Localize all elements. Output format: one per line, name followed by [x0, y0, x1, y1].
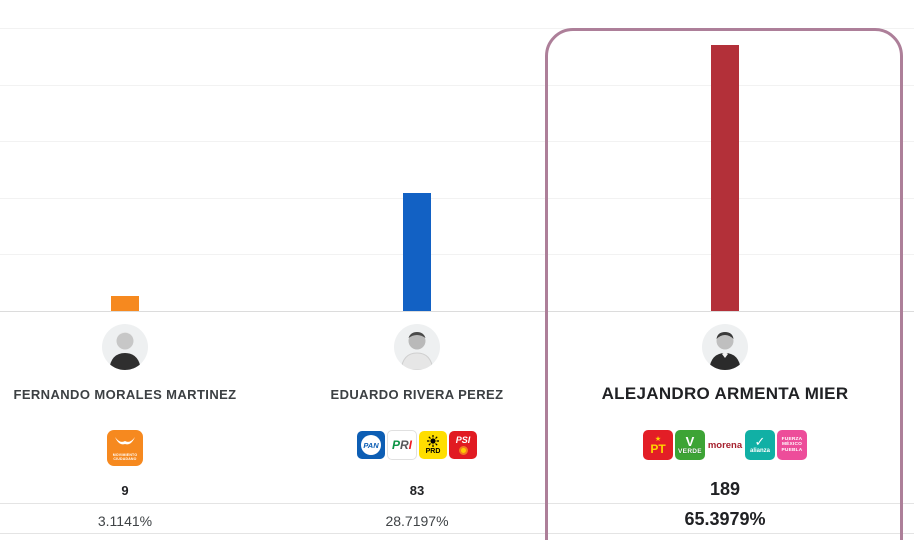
vote-percentage: 65.3979% — [684, 509, 766, 529]
psi-logo: PSI — [449, 431, 477, 459]
candidate-name: EDUARDO RIVERA PEREZ — [330, 387, 504, 402]
bottom-divider — [0, 533, 914, 534]
party-label: PAN — [363, 440, 379, 450]
vote-percentage: 28.7197% — [385, 513, 449, 529]
bird-icon: V — [685, 433, 695, 449]
vote-bar — [403, 193, 431, 311]
vote-count: 9 — [121, 483, 129, 498]
party-label: MÉXICO — [781, 442, 803, 448]
nueva-alianza-logo: ✓ alianza — [745, 430, 775, 460]
swirl-icon — [458, 446, 468, 455]
party-label: CIUDADANO — [113, 457, 137, 461]
pan-logo: PAN — [357, 431, 385, 459]
candidate-photo — [394, 324, 440, 370]
pri-logo: P R I — [387, 430, 417, 460]
vote-percentage: 3.1141% — [97, 513, 153, 529]
vote-bar — [111, 296, 139, 311]
candidate-name: FERNANDO MORALES MARTINEZ — [13, 387, 237, 402]
party-label: PSI — [455, 435, 471, 445]
party-logos: ★ PT V VERDE morena ✓ alianza FUERZA MÉX… — [643, 430, 807, 460]
gridline — [0, 85, 914, 86]
candidate-column-alejandro-armenta[interactable]: ALEJANDRO ARMENTA MIER ★ PT V VERDE more… — [547, 0, 903, 540]
party-label: R — [400, 438, 409, 452]
sun-icon — [427, 434, 439, 448]
party-label: alianza — [749, 447, 770, 454]
verde-logo: V VERDE — [675, 430, 705, 460]
pt-logo: ★ PT — [643, 430, 673, 460]
gridline — [0, 141, 914, 142]
party-label: PUEBLA — [781, 447, 803, 453]
party-logos: MOVIMIENTO CIUDADANO — [107, 430, 143, 466]
x-axis-baseline — [0, 311, 914, 312]
candidate-photo — [102, 324, 148, 370]
check-icon: ✓ — [754, 433, 766, 449]
party-label: PRD — [425, 447, 441, 455]
party-label: I — [408, 438, 413, 452]
fuerza-mexico-logo: FUERZA MÉXICO PUEBLA — [777, 430, 807, 460]
candidate-column-eduardo-rivera[interactable]: EDUARDO RIVERA PEREZ PAN P R I — [292, 0, 542, 540]
party-label: P — [391, 438, 400, 452]
vote-bar — [711, 45, 739, 311]
prd-logo: PRD — [419, 431, 447, 459]
party-label: VERDE — [678, 447, 702, 455]
movimiento-ciudadano-logo: MOVIMIENTO CIUDADANO — [107, 430, 143, 466]
morena-logo: morena — [707, 430, 743, 460]
candidate-photo — [702, 324, 748, 370]
star-icon: ★ — [654, 435, 662, 443]
candidate-column-fernando-morales[interactable]: FERNANDO MORALES MARTINEZ MOVIMIENTO CIU… — [0, 0, 250, 540]
party-label: PT — [650, 441, 666, 456]
party-label: FUERZA — [781, 436, 803, 442]
eagle-icon — [114, 435, 136, 453]
pan-circle: PAN — [361, 435, 381, 455]
vote-count: 83 — [409, 483, 425, 498]
gridline — [0, 28, 914, 29]
vote-count: 189 — [709, 479, 741, 499]
party-logos: PAN P R I — [357, 430, 477, 460]
votes-percent-divider — [0, 503, 914, 504]
gridline — [0, 198, 914, 199]
gridline — [0, 254, 914, 255]
party-label: MOVIMIENTO — [112, 453, 138, 457]
candidate-name: ALEJANDRO ARMENTA MIER — [601, 384, 849, 403]
party-label: morena — [707, 439, 743, 451]
